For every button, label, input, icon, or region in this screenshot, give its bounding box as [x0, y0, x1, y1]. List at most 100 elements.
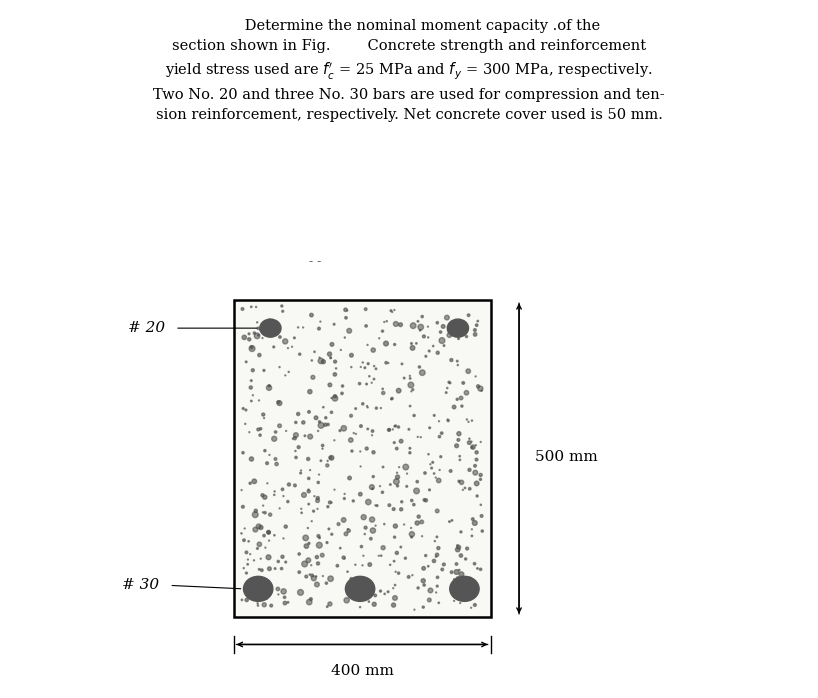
- Point: [445, 567, 458, 578]
- Point: [273, 420, 286, 431]
- Point: [326, 339, 339, 350]
- Point: [412, 511, 425, 522]
- Point: [349, 429, 362, 440]
- Point: [255, 565, 268, 576]
- Point: [462, 416, 475, 427]
- Point: [363, 559, 376, 570]
- Point: [244, 549, 257, 560]
- Point: [475, 385, 488, 396]
- Point: [400, 481, 413, 492]
- Point: [384, 479, 397, 490]
- Point: [294, 468, 308, 479]
- Point: [427, 341, 440, 352]
- Point: [314, 355, 327, 366]
- Point: [441, 414, 454, 425]
- Point: [469, 371, 482, 382]
- Point: [334, 542, 347, 554]
- Point: [443, 377, 456, 388]
- Point: [388, 556, 401, 567]
- Point: [299, 571, 312, 582]
- Point: [370, 363, 383, 374]
- Point: [385, 393, 398, 404]
- Point: [253, 539, 266, 550]
- Point: [243, 334, 256, 345]
- Text: # 20: # 20: [128, 321, 165, 335]
- Point: [420, 495, 433, 506]
- Point: [258, 542, 272, 554]
- Point: [450, 558, 463, 570]
- Point: [470, 447, 483, 458]
- Text: # 30: # 30: [122, 579, 160, 593]
- Point: [424, 459, 437, 470]
- Point: [416, 602, 429, 613]
- Point: [349, 403, 362, 414]
- Point: [388, 421, 401, 432]
- Point: [246, 389, 259, 401]
- Point: [469, 329, 482, 340]
- Point: [262, 527, 275, 538]
- Point: [474, 383, 487, 394]
- Point: [303, 431, 317, 443]
- Point: [305, 570, 318, 581]
- Point: [321, 455, 335, 466]
- Point: [470, 454, 483, 465]
- Point: [324, 573, 337, 584]
- Point: [465, 436, 478, 447]
- Point: [291, 322, 304, 333]
- Point: [302, 555, 315, 566]
- Point: [456, 401, 469, 412]
- Point: [319, 413, 332, 424]
- Point: [461, 543, 474, 554]
- Point: [237, 563, 250, 574]
- Point: [367, 447, 380, 458]
- Point: [407, 384, 420, 395]
- Text: 500 mm: 500 mm: [535, 450, 598, 463]
- Point: [312, 477, 325, 488]
- Point: [476, 526, 489, 537]
- Point: [293, 348, 306, 359]
- Point: [447, 595, 461, 607]
- Point: [348, 559, 362, 570]
- Point: [312, 323, 326, 334]
- Point: [245, 341, 258, 352]
- Point: [276, 300, 289, 311]
- Point: [466, 442, 479, 453]
- Point: [328, 369, 341, 380]
- Point: [325, 497, 338, 508]
- Point: [387, 503, 400, 514]
- Point: [317, 570, 330, 581]
- Point: [452, 428, 465, 439]
- Point: [325, 452, 338, 463]
- Point: [301, 523, 314, 534]
- Point: [431, 581, 444, 592]
- Point: [378, 588, 391, 600]
- Point: [273, 332, 286, 343]
- Point: [325, 407, 338, 418]
- Point: [265, 600, 278, 611]
- Point: [413, 362, 426, 373]
- Point: [468, 558, 481, 570]
- Point: [366, 426, 379, 437]
- Point: [443, 326, 456, 337]
- Point: [245, 382, 258, 393]
- Point: [276, 306, 290, 317]
- Point: [452, 542, 465, 553]
- Point: [392, 567, 405, 579]
- Point: [394, 319, 407, 330]
- Point: [442, 415, 455, 426]
- Point: [358, 581, 371, 592]
- Point: [237, 535, 250, 546]
- Point: [293, 567, 306, 578]
- Point: [257, 585, 270, 596]
- Point: [304, 593, 317, 604]
- Point: [294, 503, 308, 514]
- Point: [276, 484, 289, 495]
- Point: [471, 380, 484, 392]
- Point: [243, 426, 256, 438]
- Point: [345, 445, 358, 456]
- Point: [455, 392, 468, 403]
- Point: [311, 503, 324, 514]
- Point: [454, 597, 467, 609]
- Point: [303, 569, 317, 580]
- Point: [321, 601, 334, 612]
